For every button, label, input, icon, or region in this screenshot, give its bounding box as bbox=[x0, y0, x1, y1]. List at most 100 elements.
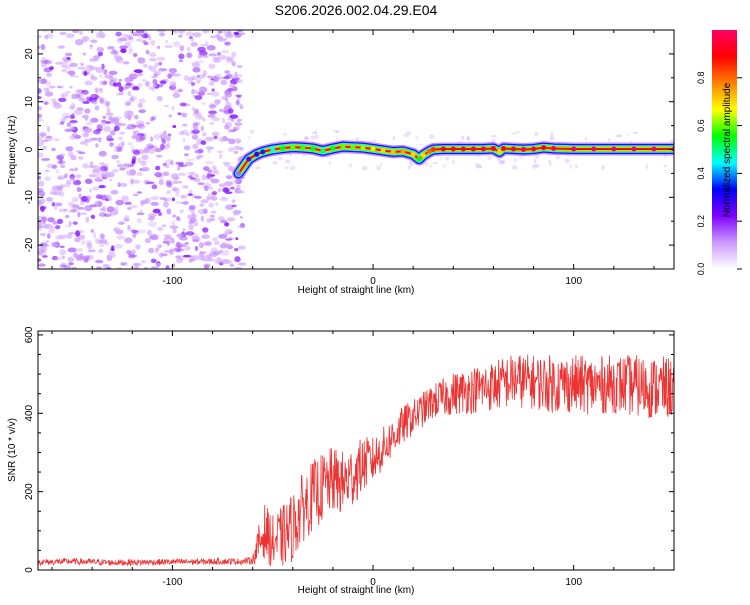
noise-point bbox=[75, 174, 82, 179]
noise-point bbox=[126, 123, 136, 130]
noise-point bbox=[182, 185, 189, 189]
noise-point bbox=[111, 48, 117, 53]
noise-point bbox=[155, 165, 161, 171]
noise-point bbox=[166, 208, 172, 215]
colorbar-tick-label: 0.8 bbox=[696, 72, 706, 85]
noise-point bbox=[409, 162, 414, 167]
noise-point bbox=[190, 75, 198, 81]
noise-point bbox=[84, 80, 93, 86]
noise-point bbox=[68, 232, 76, 235]
noise-point bbox=[144, 238, 151, 244]
noise-point bbox=[188, 204, 196, 210]
noise-point bbox=[141, 154, 149, 161]
noise-point bbox=[38, 219, 43, 225]
noise-point bbox=[69, 114, 76, 119]
noise-point bbox=[114, 206, 119, 213]
noise-point bbox=[45, 239, 50, 244]
noise-point bbox=[133, 262, 142, 267]
noise-point bbox=[218, 136, 225, 143]
noise-point bbox=[70, 155, 77, 161]
noise-point bbox=[187, 214, 192, 219]
noise-point bbox=[372, 139, 377, 142]
noise-point bbox=[140, 33, 150, 39]
noise-point bbox=[168, 68, 177, 73]
noise-point bbox=[225, 102, 232, 108]
noise-point bbox=[43, 67, 52, 73]
noise-point bbox=[99, 239, 108, 244]
noise-point bbox=[96, 128, 102, 134]
noise-point bbox=[118, 78, 122, 82]
noise-point bbox=[38, 106, 43, 111]
noise-point bbox=[116, 235, 126, 240]
noise-point bbox=[77, 211, 81, 218]
noise-point bbox=[90, 137, 99, 141]
noise-point bbox=[38, 200, 43, 207]
noise-point bbox=[128, 254, 138, 258]
ridge-point bbox=[541, 145, 547, 151]
noise-point bbox=[155, 84, 164, 88]
noise-point bbox=[150, 258, 157, 263]
noise-point bbox=[90, 214, 96, 219]
ridge-point bbox=[380, 148, 386, 153]
noise-point bbox=[231, 199, 236, 203]
noise-point bbox=[53, 257, 62, 261]
noise-point bbox=[82, 35, 90, 42]
noise-point bbox=[180, 201, 190, 205]
noise-point bbox=[209, 122, 215, 125]
noise-point bbox=[131, 160, 136, 165]
noise-point bbox=[118, 85, 124, 93]
colorbar-tick-label: 0.2 bbox=[696, 215, 706, 228]
noise-point bbox=[80, 63, 84, 67]
noise-point bbox=[185, 231, 195, 236]
noise-point bbox=[168, 114, 172, 118]
noise-point bbox=[195, 112, 202, 118]
noise-point bbox=[153, 70, 161, 76]
snr-series bbox=[38, 354, 674, 567]
noise-point bbox=[534, 163, 540, 168]
noise-point bbox=[143, 147, 149, 154]
noise-point bbox=[201, 102, 206, 106]
noise-point bbox=[183, 145, 191, 151]
noise-point bbox=[284, 159, 291, 164]
noise-point bbox=[510, 132, 517, 135]
snr-x-axis: -100 0 100 bbox=[51, 331, 655, 588]
noise-point bbox=[199, 251, 208, 255]
noise-point bbox=[234, 256, 241, 263]
noise-point bbox=[65, 179, 72, 185]
noise-point bbox=[548, 163, 553, 166]
noise-point bbox=[102, 80, 107, 85]
noise-point bbox=[101, 206, 107, 212]
noise-point bbox=[221, 96, 227, 101]
ridge-point bbox=[426, 148, 432, 154]
noise-point bbox=[95, 259, 104, 264]
noise-point bbox=[499, 159, 505, 165]
noise-point bbox=[213, 135, 218, 140]
noise-point bbox=[477, 164, 483, 168]
noise-point bbox=[240, 223, 245, 228]
noise-point bbox=[69, 85, 73, 89]
noise-point bbox=[96, 173, 102, 178]
noise-point bbox=[217, 150, 224, 153]
noise-point bbox=[63, 265, 72, 269]
noise-point bbox=[81, 89, 89, 95]
noise-point bbox=[148, 220, 157, 228]
noise-point bbox=[137, 157, 142, 164]
noise-point bbox=[157, 226, 164, 232]
noise-point bbox=[207, 114, 216, 118]
noise-point bbox=[129, 77, 134, 82]
noise-point bbox=[127, 207, 132, 210]
ridge-point bbox=[430, 147, 436, 152]
noise-point bbox=[153, 134, 160, 140]
noise-point bbox=[199, 203, 205, 207]
noise-point bbox=[38, 141, 44, 147]
noise-point bbox=[68, 262, 74, 266]
y-tick-label: 20 bbox=[24, 48, 35, 60]
noise-point bbox=[205, 186, 214, 190]
noise-point bbox=[47, 217, 55, 223]
noise-point bbox=[161, 32, 166, 37]
noise-point bbox=[221, 249, 230, 256]
noise-point bbox=[143, 64, 148, 68]
noise-point bbox=[133, 69, 143, 73]
ridge-point bbox=[280, 145, 286, 151]
noise-point bbox=[127, 225, 131, 230]
